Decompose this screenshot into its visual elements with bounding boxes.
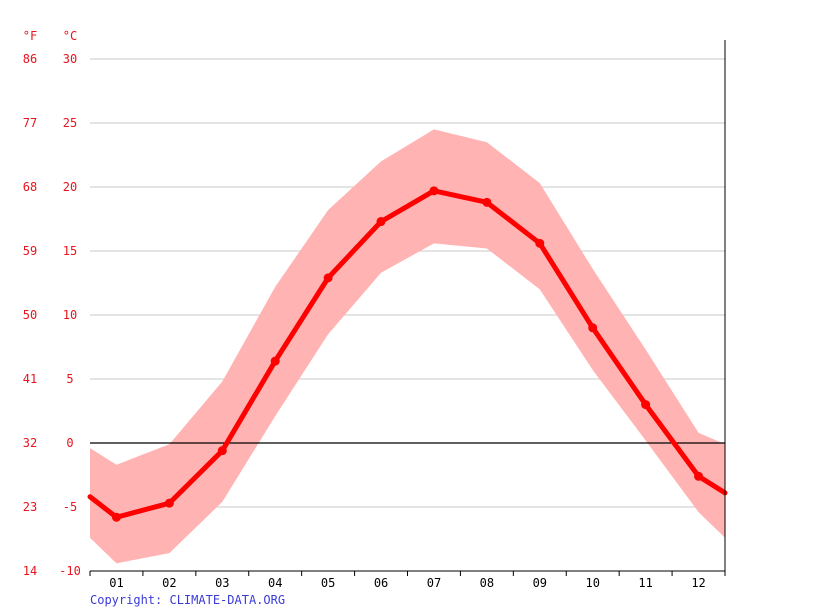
data-point	[111, 512, 121, 522]
y-tick-label-c: 5	[66, 372, 73, 386]
x-tick-label: 03	[215, 576, 229, 590]
data-point	[482, 197, 492, 207]
y-tick-label-c: 25	[63, 116, 77, 130]
y-tick-label-c: 20	[63, 180, 77, 194]
y-tick-label-f: 77	[23, 116, 37, 130]
data-point	[376, 217, 386, 227]
x-tick-label: 06	[374, 576, 388, 590]
x-tick-label: 10	[585, 576, 599, 590]
y-tick-label-f: 59	[23, 244, 37, 258]
y-tick-label-c: -10	[59, 564, 81, 578]
y-tick-label-f: 14	[23, 564, 37, 578]
x-tick-label: 11	[638, 576, 652, 590]
unit-c-label: °C	[63, 29, 77, 43]
data-point	[588, 323, 598, 333]
x-tick-label: 08	[480, 576, 494, 590]
x-tick-label: 09	[533, 576, 547, 590]
data-point	[429, 186, 439, 196]
x-tick-label: 12	[691, 576, 705, 590]
temperature-range-band	[90, 129, 725, 564]
unit-f-label: °F	[23, 29, 37, 43]
data-point	[323, 273, 333, 283]
data-point	[535, 238, 545, 248]
average-line	[87, 188, 728, 520]
y-tick-label-c: 0	[66, 436, 73, 450]
y-tick-label-c: 10	[63, 308, 77, 322]
y-tick-label-c: 15	[63, 244, 77, 258]
average-temperature-series	[87, 186, 728, 522]
x-tick-label: 01	[109, 576, 123, 590]
x-tick-label: 02	[162, 576, 176, 590]
y-tick-label-f: 23	[23, 500, 37, 514]
y-tick-label-f: 41	[23, 372, 37, 386]
x-tick-label: 04	[268, 576, 282, 590]
data-point	[694, 471, 704, 481]
x-tick-label: 07	[427, 576, 441, 590]
range-band-area	[90, 129, 725, 564]
copyright-text: Copyright: CLIMATE-DATA.ORG	[90, 593, 286, 607]
y-tick-label-f: 86	[23, 52, 37, 66]
data-point	[164, 498, 174, 508]
axes: 86 30 77 25 68 20 59 15 50 10 41 5 32 0 23 -5 14 -10 01 02 0…	[23, 40, 726, 590]
y-tick-label-f: 50	[23, 308, 37, 322]
data-point	[270, 356, 280, 366]
data-point	[217, 446, 227, 456]
y-tick-label-f: 32	[23, 436, 37, 450]
y-tick-label-c: 30	[63, 52, 77, 66]
x-tick-label: 05	[321, 576, 335, 590]
data-point	[641, 400, 651, 410]
y-tick-label-c: -5	[63, 500, 77, 514]
y-tick-label-f: 68	[23, 180, 37, 194]
